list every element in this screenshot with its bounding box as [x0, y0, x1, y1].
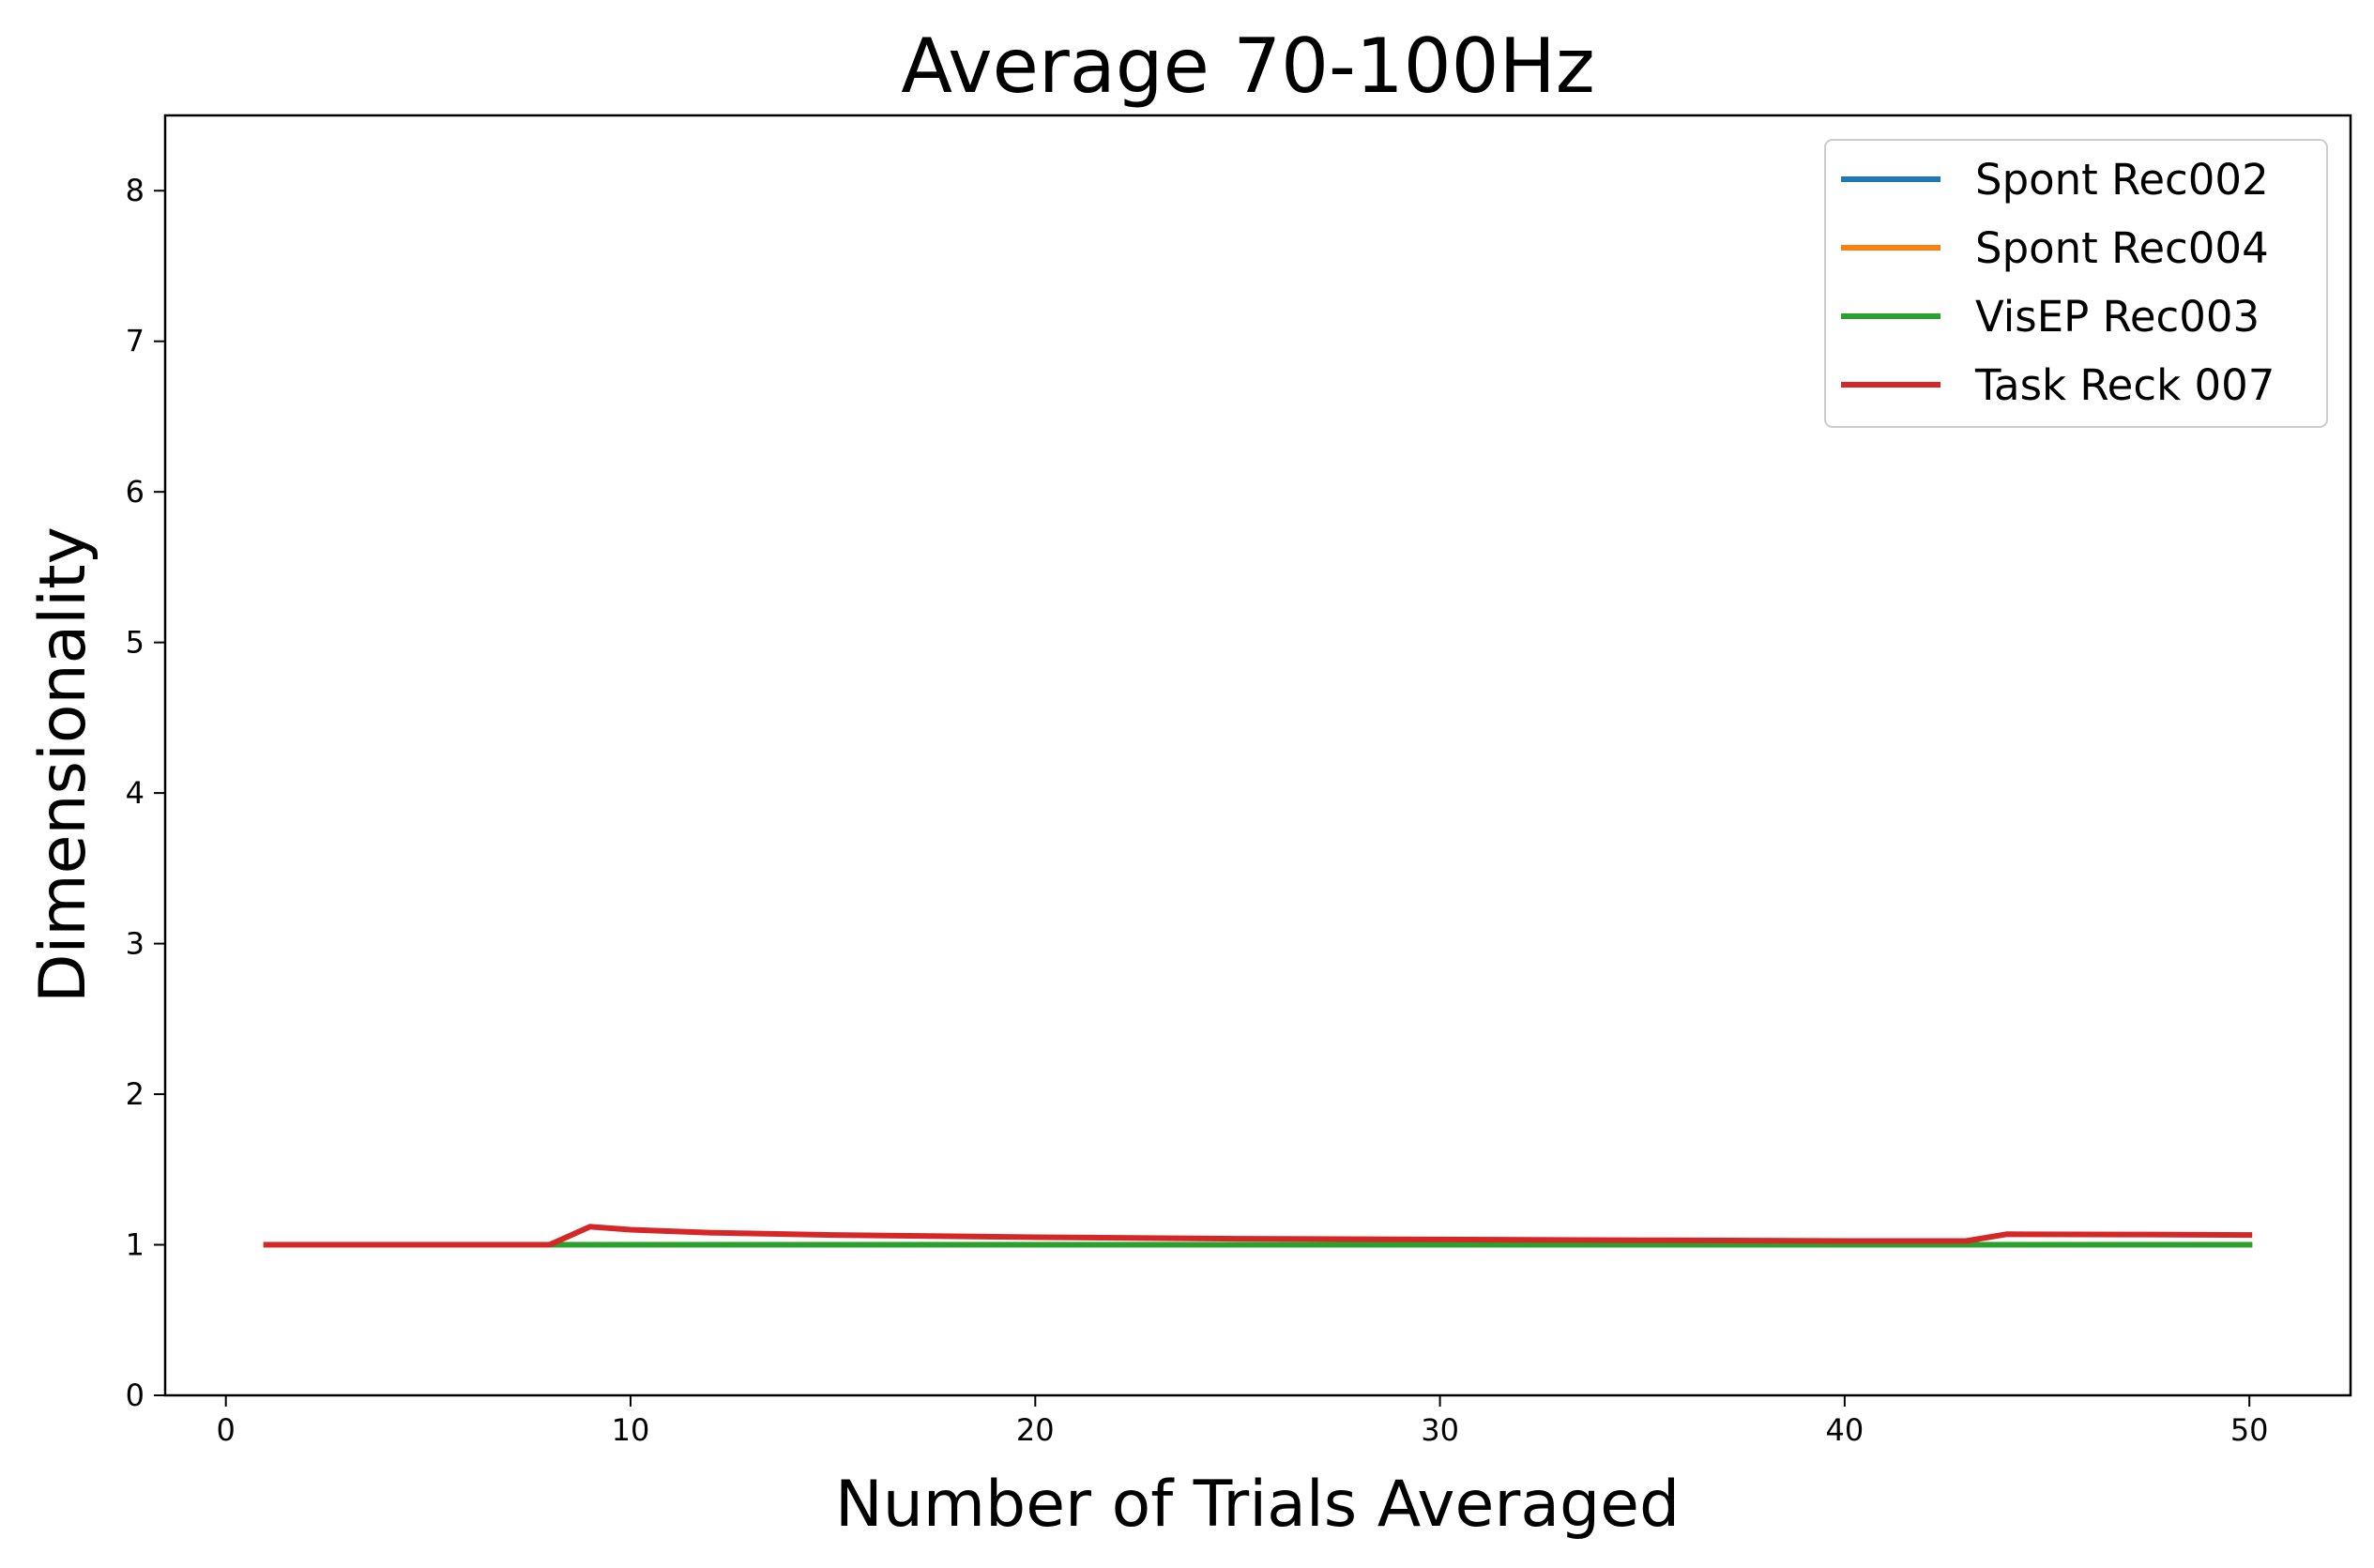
x-tick-label: 20 [1016, 1412, 1055, 1448]
y-tick-label: 4 [126, 775, 145, 811]
y-tick-label: 8 [126, 173, 145, 208]
y-tick-label: 5 [126, 625, 145, 661]
x-axis: 0 10 20 30 40 50 [217, 1395, 2269, 1448]
y-axis: 0 1 2 3 4 5 6 7 8 [126, 173, 165, 1413]
x-tick-label: 50 [2230, 1412, 2269, 1448]
x-tick-label: 30 [1421, 1412, 1459, 1448]
plot-frame [163, 114, 2352, 1397]
legend-entry-label: Spont Rec004 [1975, 223, 2269, 273]
legend-entry-label: Task Reck 007 [1974, 360, 2275, 410]
legend: Spont Rec002 Spont Rec004 VisEP Rec003 Task… [1824, 139, 2328, 428]
chart-title: Average 70-100Hz [901, 23, 1594, 110]
y-tick-label: 0 [126, 1378, 145, 1413]
x-axis-label: Number of Trials Averaged [835, 1468, 1680, 1542]
x-tick-label: 40 [1826, 1412, 1864, 1448]
y-axis-label: Dimensionality [26, 526, 100, 1003]
legend-entry-label: VisEP Rec003 [1975, 292, 2260, 342]
y-tick-label: 3 [126, 926, 145, 962]
x-tick-label: 10 [612, 1412, 650, 1448]
legend-box [1824, 139, 2328, 428]
y-tick-label: 1 [126, 1227, 145, 1263]
series-line [263, 1224, 2253, 1248]
y-tick-label: 6 [126, 474, 145, 510]
plot-area [263, 1224, 2253, 1248]
x-tick-label: 0 [217, 1412, 236, 1448]
y-tick-label: 7 [126, 324, 145, 359]
y-tick-label: 2 [126, 1076, 145, 1112]
legend-entry-label: Spont Rec002 [1975, 155, 2269, 205]
